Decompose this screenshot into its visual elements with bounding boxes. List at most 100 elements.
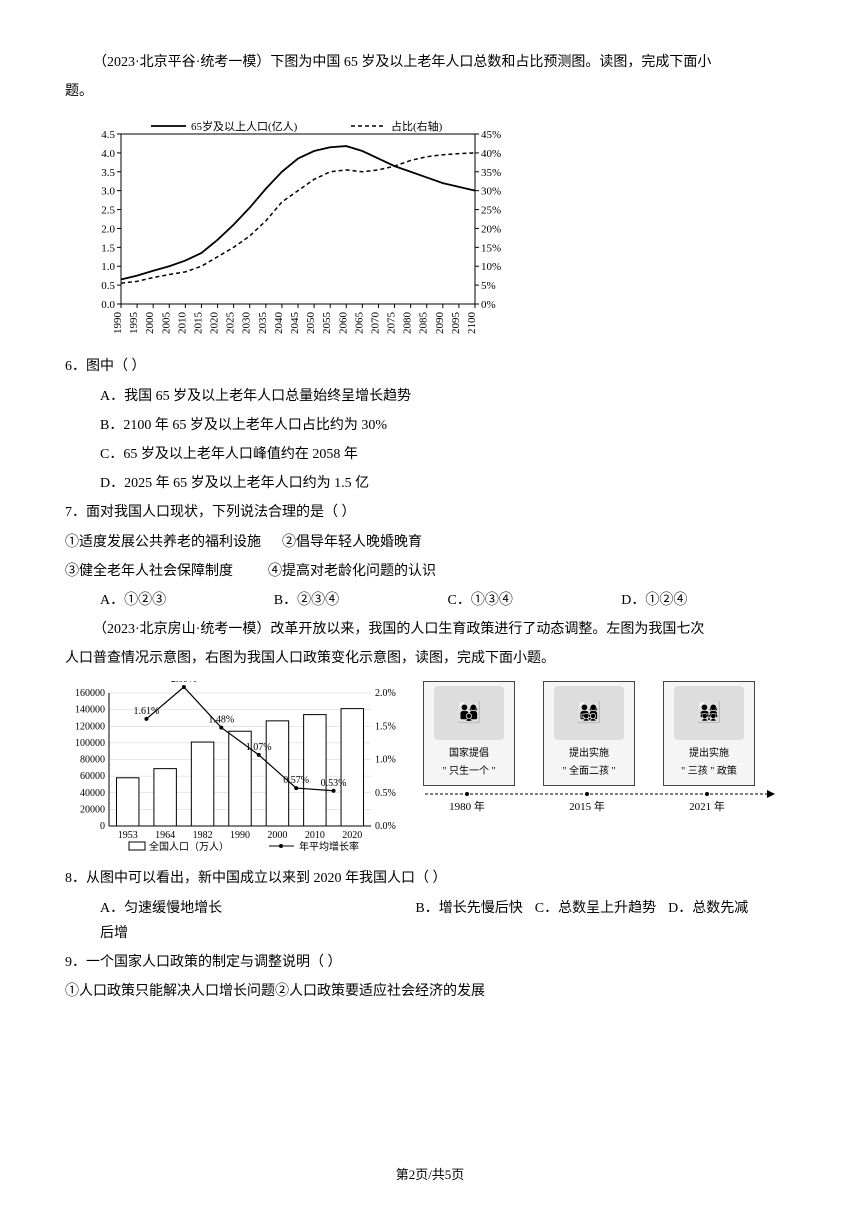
svg-text:3.5: 3.5 [101, 167, 115, 179]
svg-text:2020: 2020 [209, 312, 221, 335]
q7-stem: 7．面对我国人口现状，下列说法合理的是（ ） [65, 500, 795, 525]
q7-a: A．①②③ [100, 588, 274, 613]
svg-text:2005: 2005 [160, 312, 172, 335]
svg-text:1990: 1990 [112, 312, 124, 335]
svg-text:10%: 10% [481, 262, 501, 274]
svg-text:0: 0 [100, 821, 105, 832]
svg-text:2045: 2045 [289, 312, 301, 335]
chart1-svg: 0.00.51.01.52.02.53.03.54.04.50%5%10%15%… [85, 114, 515, 344]
svg-text:4.5: 4.5 [101, 129, 115, 141]
svg-text:25%: 25% [481, 205, 501, 217]
policy-3: 👨‍👩‍👧‍👧 提出实施 " 三孩 " 政策 [663, 681, 755, 786]
svg-text:2035: 2035 [257, 312, 269, 335]
svg-text:60000: 60000 [80, 772, 105, 783]
svg-text:2095: 2095 [450, 312, 462, 335]
q7-d: D．①②④ [621, 588, 795, 613]
q9-s1: ①人口政策只能解决人口增长问题②人口政策要适应社会经济的发展 [65, 979, 795, 1004]
svg-text:2075: 2075 [386, 312, 398, 335]
p3-label2: " 三孩 " 政策 [681, 763, 737, 781]
svg-text:2020: 2020 [342, 830, 362, 841]
svg-text:20%: 20% [481, 224, 501, 236]
chart1-container: 0.00.51.01.52.02.53.03.54.04.50%5%10%15%… [85, 114, 795, 344]
svg-text:2100: 2100 [466, 312, 478, 335]
svg-text:30%: 30% [481, 186, 501, 198]
svg-text:1953: 1953 [118, 830, 138, 841]
intro1-source: （2023·北京平谷·统考一模） [93, 55, 270, 70]
svg-text:2055: 2055 [321, 312, 333, 335]
svg-text:2090: 2090 [434, 312, 446, 335]
q7-c: C．①③④ [448, 588, 622, 613]
svg-text:20000: 20000 [80, 805, 105, 816]
svg-text:1.5%: 1.5% [375, 722, 396, 733]
svg-text:1.07%: 1.07% [246, 742, 272, 753]
q7-s4: ④提高对老龄化问题的认识 [268, 564, 436, 579]
svg-text:2.0: 2.0 [101, 224, 115, 236]
p1-label1: 国家提倡 [449, 745, 489, 763]
svg-text:120000: 120000 [75, 722, 105, 733]
q7-options: A．①②③ B．②③④ C．①③④ D．①②④ [65, 588, 795, 613]
p1-label2: " 只生一个 " [442, 763, 495, 781]
q7-statements2: ③健全老年人社会保障制度 ④提高对老龄化问题的认识 [65, 559, 795, 584]
svg-text:4.0: 4.0 [101, 148, 115, 160]
svg-text:1982: 1982 [193, 830, 213, 841]
svg-text:全国人口（万人）: 全国人口（万人） [149, 840, 229, 853]
svg-text:占比(右轴): 占比(右轴) [391, 119, 443, 133]
svg-text:80000: 80000 [80, 755, 105, 766]
q8-a: A．匀速缓慢地增长 [65, 896, 415, 921]
svg-text:2050: 2050 [305, 312, 317, 335]
svg-text:2040: 2040 [273, 312, 285, 335]
svg-text:3.0: 3.0 [101, 186, 115, 198]
q6-a: A．我国 65 岁及以上老年人口总量始终呈增长趋势 [65, 384, 795, 409]
svg-text:1995: 1995 [128, 312, 140, 335]
svg-text:65岁及以上人口(亿人): 65岁及以上人口(亿人) [191, 119, 298, 133]
svg-text:2010: 2010 [305, 830, 325, 841]
svg-text:1.61%: 1.61% [134, 706, 160, 717]
dual-chart-row: 0 20000 40000 60000 80000 100000 120000 140000 1… [65, 681, 795, 856]
q9-stem: 9．一个国家人口政策的制定与调整说明（ ） [65, 950, 795, 975]
intro1: （2023·北京平谷·统考一模）下图为中国 65 岁及以上老年人口总数和占比预测… [65, 50, 795, 75]
svg-text:2.5: 2.5 [101, 205, 115, 217]
svg-text:140000: 140000 [75, 705, 105, 716]
svg-text:2030: 2030 [241, 312, 253, 335]
svg-text:45%: 45% [481, 129, 501, 141]
svg-text:2000: 2000 [267, 830, 287, 841]
chart2-svg: 0 20000 40000 60000 80000 100000 120000 140000 1… [65, 681, 405, 856]
svg-text:1.0%: 1.0% [375, 755, 396, 766]
q7-s1: ①适度发展公共养老的福利设施 [65, 535, 261, 550]
q8-c: C．总数呈上升趋势 [535, 896, 656, 921]
svg-text:1980 年: 1980 年 [449, 799, 485, 813]
intro2-line2: 人口普查情况示意图，右图为我国人口政策变化示意图，读图，完成下面小题。 [65, 646, 795, 671]
q7-b: B．②③④ [274, 588, 448, 613]
svg-text:2010: 2010 [176, 312, 188, 335]
svg-text:2000: 2000 [144, 312, 156, 335]
q6-b: B．2100 年 65 岁及以上老年人口占比约为 30% [65, 413, 795, 438]
q6-stem: 6．图中（ ） [65, 354, 795, 379]
svg-text:2021 年: 2021 年 [689, 799, 725, 813]
q8-d-tail: 后增 [65, 921, 795, 946]
q8-options: A．匀速缓慢地增长 B．增长先慢后快 C．总数呈上升趋势 D．总数先减 [65, 896, 795, 921]
q7-s2: ②倡导年轻人晚婚晚育 [282, 535, 422, 550]
svg-text:100000: 100000 [75, 738, 105, 749]
intro2-source: （2023·北京房山·统考一模） [93, 622, 270, 637]
svg-text:2.0%: 2.0% [375, 688, 396, 699]
intro2-text: 改革开放以来，我国的人口生育政策进行了动态调整。左图为我国七次 [270, 622, 704, 637]
page-footer: 第2页/共5页 [0, 1163, 860, 1186]
family-three-icon: 👨‍👩‍👧‍👧 [674, 686, 744, 740]
policy-1: 👨‍👩‍👦 国家提倡 " 只生一个 " [423, 681, 515, 786]
intro1-text: 下图为中国 65 岁及以上老年人口总数和占比预测图。读图，完成下面小 [270, 55, 711, 70]
svg-text:40%: 40% [481, 148, 501, 160]
family-two-icon: 👨‍👩‍👧‍👦 [554, 686, 624, 740]
svg-text:40000: 40000 [80, 788, 105, 799]
q8-d: D．总数先减 [668, 896, 748, 921]
svg-text:0.5%: 0.5% [375, 788, 396, 799]
svg-text:1.0: 1.0 [101, 262, 115, 274]
svg-text:2.09%: 2.09% [171, 681, 197, 685]
svg-text:2015: 2015 [192, 312, 204, 335]
p2-label1: 提出实施 [569, 745, 609, 763]
svg-text:年平均增长率: 年平均增长率 [299, 840, 359, 853]
svg-text:160000: 160000 [75, 688, 105, 699]
svg-text:5%: 5% [481, 280, 496, 292]
svg-text:0.0: 0.0 [101, 299, 115, 311]
svg-text:35%: 35% [481, 167, 501, 179]
svg-text:0.53%: 0.53% [321, 778, 347, 789]
